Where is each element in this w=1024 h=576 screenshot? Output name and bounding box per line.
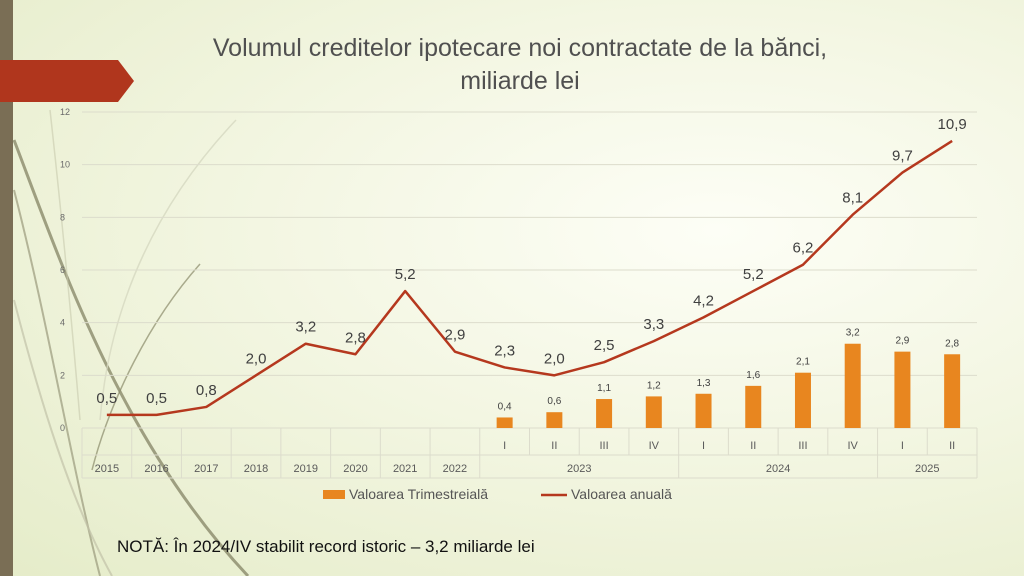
line-data-label: 2,8 <box>345 329 366 346</box>
line-data-label: 0,8 <box>196 382 217 399</box>
x-category-label: IV <box>649 440 660 452</box>
line-data-label: 2,0 <box>246 350 267 367</box>
legend-label-line: Valoarea anuală <box>571 486 672 502</box>
line-data-label: 9,7 <box>892 148 913 165</box>
line-data-label: 2,9 <box>444 327 465 344</box>
y-tick-label: 10 <box>60 160 70 170</box>
x-category-label: 2018 <box>244 463 268 475</box>
record-note: NOTĂ: În 2024/IV stabilit record istoric… <box>117 537 535 556</box>
title-arrow-shape <box>0 60 134 102</box>
quarterly-bar <box>695 393 712 428</box>
y-tick-label: 8 <box>60 212 65 222</box>
x-group-label: 2024 <box>766 463 790 475</box>
bar-data-label: 2,8 <box>945 338 959 349</box>
x-category-label: I <box>901 440 904 452</box>
bar-data-label: 0,6 <box>547 396 561 407</box>
chart-title-line2: miliarde lei <box>460 67 580 95</box>
line-data-label: 10,9 <box>938 116 967 133</box>
x-category-label: 2015 <box>95 463 119 475</box>
x-category-label: I <box>702 440 705 452</box>
quarterly-bar <box>745 385 762 428</box>
x-category-label: 2020 <box>343 463 367 475</box>
x-category-label: 2021 <box>393 463 417 475</box>
x-group-label: 2025 <box>915 463 939 475</box>
chart-title: Volumul creditelor ipotecare noi contrac… <box>120 32 920 98</box>
line-data-label: 2,3 <box>494 342 515 359</box>
x-category-label: II <box>750 440 756 452</box>
x-category-label: II <box>551 440 557 452</box>
legend-swatch-bar <box>323 490 345 499</box>
bar-data-label: 1,1 <box>597 383 611 394</box>
line-data-label: 5,2 <box>743 266 764 283</box>
x-category-label: II <box>949 440 955 452</box>
x-category-label: I <box>503 440 506 452</box>
quarterly-bar <box>944 354 961 428</box>
bar-data-label: 0,4 <box>498 401 512 412</box>
quarterly-bar <box>596 399 613 428</box>
legend-label-bar: Valoarea Trimestreială <box>349 486 488 502</box>
x-category-label: III <box>599 440 608 452</box>
quarterly-bar <box>496 417 513 428</box>
bar-data-label: 2,9 <box>895 336 909 347</box>
x-group-label: 2023 <box>567 463 591 475</box>
line-data-label: 8,1 <box>842 190 863 207</box>
quarterly-bar <box>894 351 911 428</box>
line-data-label: 3,2 <box>295 319 316 336</box>
x-category-label: 2019 <box>294 463 318 475</box>
line-data-label: 6,2 <box>793 240 814 257</box>
x-category-label: III <box>798 440 807 452</box>
y-tick-label: 4 <box>60 318 65 328</box>
bar-data-label: 2,1 <box>796 357 810 368</box>
y-tick-label: 12 <box>60 107 70 117</box>
line-data-label: 2,0 <box>544 350 565 367</box>
x-category-label: 2017 <box>194 463 218 475</box>
line-data-label: 4,2 <box>693 292 714 309</box>
line-data-label: 0,5 <box>146 390 167 407</box>
quarterly-bar <box>794 372 811 428</box>
line-data-label: 3,3 <box>643 316 664 333</box>
x-category-label: IV <box>847 440 858 452</box>
bar-data-label: 1,6 <box>746 370 760 381</box>
chart-title-line1: Volumul creditelor ipotecare noi contrac… <box>212 34 828 62</box>
left-accent-bar <box>0 0 13 576</box>
quarterly-bar <box>844 343 861 428</box>
annual-value-line <box>106 139 953 417</box>
x-category-label: 2022 <box>443 463 467 475</box>
line-data-label: 5,2 <box>395 266 416 283</box>
y-tick-label: 6 <box>60 265 65 275</box>
line-data-label: 2,5 <box>594 337 615 354</box>
bar-data-label: 1,3 <box>697 378 711 389</box>
bar-data-label: 3,2 <box>846 328 860 339</box>
bar-data-label: 1,2 <box>647 380 661 391</box>
quarterly-bar <box>546 412 563 428</box>
y-tick-label: 0 <box>60 423 65 433</box>
x-category-label: 2016 <box>144 463 168 475</box>
y-tick-label: 2 <box>60 370 65 380</box>
line-data-label: 0,5 <box>96 390 117 407</box>
quarterly-bar <box>645 396 662 428</box>
